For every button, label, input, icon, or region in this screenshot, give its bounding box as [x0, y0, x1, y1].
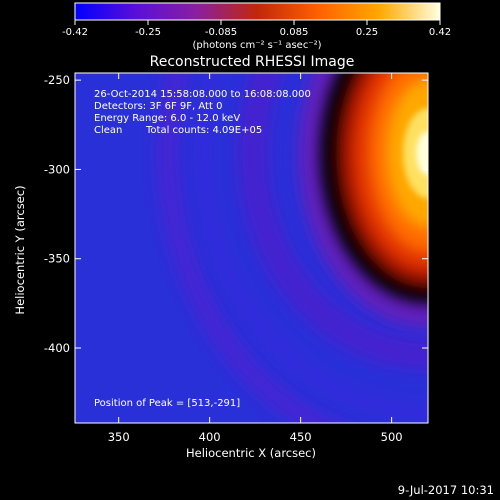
heatmap-contour	[403, 108, 428, 199]
colorbar-tick-label: -0.42	[62, 27, 88, 38]
y-axis-label: Heliocentric Y (arcsec)	[13, 185, 27, 314]
y-tick-label: -400	[44, 341, 70, 355]
y-axis: -250 -300 -350 -400	[44, 73, 428, 355]
heatmap-image	[75, 73, 428, 423]
colorbar-tick-label: 0.42	[429, 27, 451, 38]
colorbar-ticks: -0.42 -0.25 -0.085 0.085 0.25 0.42	[62, 20, 451, 38]
colorbar-tick-label: -0.085	[205, 27, 237, 38]
colorbar	[74, 2, 441, 21]
y-tick-label: -250	[44, 73, 70, 87]
heatmap-arc	[238, 73, 428, 370]
plot-frame	[74, 72, 429, 424]
x-tick-label: 450	[290, 430, 312, 444]
colorbar-tick-label: -0.25	[135, 27, 161, 38]
x-axis: 350 400 450 500	[108, 73, 403, 444]
heatmap-arc	[157, 73, 341, 423]
colorbar-label: (photons cm⁻² s⁻¹ asec⁻²)	[192, 40, 321, 51]
colorbar-tick-label: 0.25	[356, 27, 378, 38]
x-tick-label: 400	[199, 430, 221, 444]
annotation-time-range: 26-Oct-2014 15:58:08.000 to 16:08:08.000	[94, 89, 311, 100]
x-axis-label: Heliocentric X (arcsec)	[186, 446, 316, 460]
annotation-algorithm: Clean	[94, 125, 123, 136]
heatmap-contour	[416, 131, 428, 176]
annotation-detectors: Detectors: 3F 6F 9F, Att 0	[94, 101, 223, 112]
heatmap-layers	[157, 73, 428, 423]
footer-date: 9-Jul-2017 10:31	[398, 483, 494, 497]
x-tick-label: 350	[108, 430, 130, 444]
x-tick-label: 500	[381, 430, 403, 444]
colorbar-tick-label: 0.085	[280, 27, 309, 38]
y-tick-label: -350	[44, 252, 70, 266]
chart-title: Reconstructed RHESSI Image	[150, 54, 355, 70]
y-tick-label: -300	[44, 162, 70, 176]
annotation-peak: Position of Peak = [513,-291]	[94, 398, 241, 409]
annotation-total-counts: Total counts: 4.09E+05	[146, 125, 263, 136]
heatmap-arc	[194, 73, 428, 422]
annotation-energy-range: Energy Range: 6.0 - 12.0 keV	[94, 113, 241, 124]
